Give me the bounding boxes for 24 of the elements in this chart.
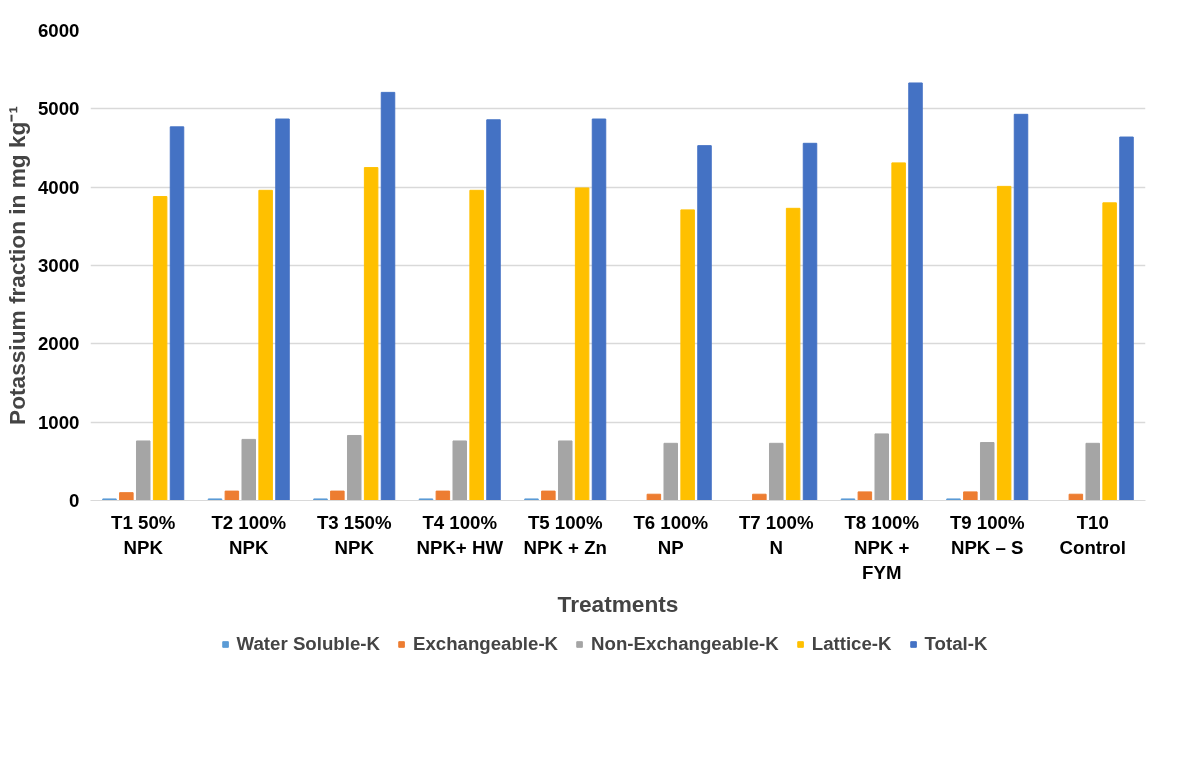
legend-label: Exchangeable-K xyxy=(412,633,559,655)
y-tick-label: 4000 xyxy=(38,176,80,198)
y-tick-label: 3000 xyxy=(38,255,80,276)
x-tick-label: T9 100% NPK – S xyxy=(949,511,1025,558)
legend-label: Lattice-K xyxy=(811,633,892,655)
x-tick-label: T7 100% N xyxy=(738,511,814,558)
x-tick-label: T3 150% NPK xyxy=(316,511,392,558)
y-axis-title: Potassium fraction in mg kg⁻¹ xyxy=(4,106,30,425)
legend-label: Total-K xyxy=(924,633,988,655)
y-tick-label: 0 xyxy=(69,490,80,511)
x-tick-label: T4 100% NPK+ HW xyxy=(416,511,504,558)
x-tick-label: T1 50% NPK xyxy=(111,511,176,558)
legend-label: Water Soluble-K xyxy=(236,633,380,655)
y-tick-label: 6000 xyxy=(38,20,80,41)
y-tick-label: 2000 xyxy=(38,333,80,355)
x-tick-label: T10 Control xyxy=(1059,511,1126,558)
legend-label: Non-Exchangeable-K xyxy=(591,633,779,655)
x-axis-title: Treatments xyxy=(557,590,679,617)
y-tick-label: 1000 xyxy=(38,411,80,433)
x-tick-label: T6 100% NP xyxy=(633,511,709,558)
y-tick-label: 5000 xyxy=(38,98,80,120)
x-tick-label: T5 100% NPK + Zn xyxy=(523,511,607,558)
x-tick-label: T8 100% NPK + FYM xyxy=(844,511,920,583)
x-tick-label: T2 100% NPK xyxy=(211,511,287,558)
